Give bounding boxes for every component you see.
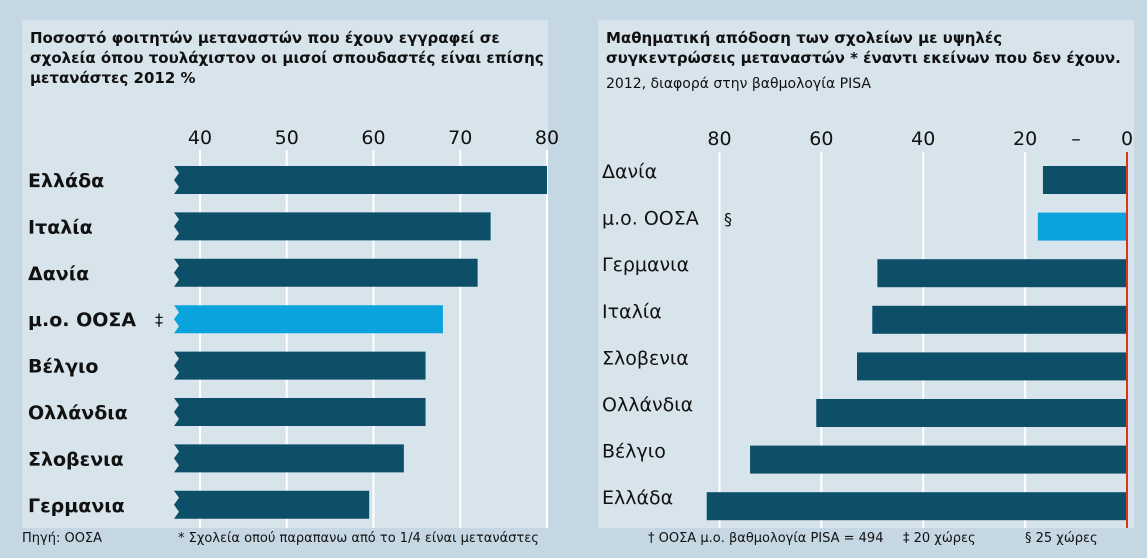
left-bar (174, 212, 491, 241)
left-tick-label: 50 (275, 127, 299, 149)
right-chart-panel: Μαθηματική απόδοση των σχολείων με υψηλέ… (598, 20, 1134, 528)
right-bar (877, 259, 1127, 288)
left-category-label: Βέλγιο (28, 356, 98, 378)
left-bar (174, 398, 426, 426)
left-tick-label: 40 (188, 127, 212, 149)
left-chart-panel: Ποσοστό φοιτητών μεταναστών που έχουν εγ… (22, 20, 559, 528)
left-category-label: Ολλάνδια (28, 402, 128, 424)
left-category-label: Δανία (28, 263, 89, 285)
right-bar (857, 352, 1127, 381)
footnote-double-dagger: ‡ 20 χώρες (903, 531, 976, 546)
left-tick-label: 60 (361, 127, 385, 149)
right-category-label: Δανία (602, 161, 657, 183)
left-category-label: Γερμανια (28, 495, 125, 517)
right-chart-title: Μαθηματική απόδοση των σχολείων με υψηλέ… (606, 29, 1121, 67)
left-chart-title: Ποσοστό φοιτητών μεταναστών που έχουν εγ… (30, 29, 544, 87)
right-chart-svg: 80 60 40 20 – 0 Δανία μ.ο. ΟΟΣΑ § Γερμανια Ιταλία Σ… (602, 128, 1133, 528)
right-tick-label: 60 (809, 128, 833, 150)
right-category-label: Ελλάδα (602, 487, 673, 509)
right-bar (706, 492, 1127, 521)
left-bar (174, 305, 443, 334)
left-bar (174, 490, 370, 519)
left-tick-label: 80 (535, 127, 559, 149)
left-bar (174, 166, 547, 194)
left-bar (174, 444, 404, 473)
right-bar (816, 399, 1127, 427)
right-category-label: Σλοβενια (602, 347, 689, 369)
left-category-label: Ελλάδα (28, 170, 104, 192)
right-category-label: Ιταλία (602, 301, 662, 323)
right-tick-label: 20 (1013, 128, 1037, 150)
left-category-label: Σλοβενια (28, 448, 124, 470)
right-tick-label: 0 (1121, 128, 1133, 150)
left-bar (174, 351, 426, 380)
right-bar (872, 305, 1127, 334)
footnote-dagger: † ΟΟΣΑ μ.ο. βαθμολογία PISA = 494 (648, 531, 884, 546)
left-category-label: μ.ο. ΟΟΣΑ (28, 309, 136, 331)
left-tick-label: 70 (448, 127, 472, 149)
right-tick-label: – (1071, 128, 1081, 150)
left-category-label: Ιταλία (28, 216, 93, 238)
right-bar (1042, 166, 1127, 194)
right-bar (750, 445, 1127, 474)
right-category-label: Γερμανια (602, 254, 689, 276)
footnote-star: * Σχολεία οπού παραπανω από το 1/4 είναι… (178, 531, 539, 546)
left-chart-svg: 40 50 60 70 80 Ελλάδα Ιταλία Δανία μ.ο. ΟΟΣΑ ‡ Βέλ… (28, 127, 559, 528)
left-category-mark: ‡ (155, 310, 163, 329)
source-note: Πηγή: ΟΟΣΑ (22, 531, 103, 546)
left-bar (174, 258, 478, 287)
right-category-label: Ολλάνδια (602, 394, 693, 416)
right-tick-label: 80 (707, 128, 731, 150)
right-category-label: Βέλγιο (602, 441, 666, 463)
right-category-label: μ.ο. ΟΟΣΑ (602, 208, 699, 230)
right-bar (1037, 212, 1127, 241)
right-category-mark: § (724, 210, 732, 229)
right-tick-label: 40 (911, 128, 935, 150)
right-chart-subtitle: 2012, διαφορά στην βαθμολογία PISA (606, 76, 871, 92)
footnote-section: § 25 χώρες (1025, 531, 1098, 546)
